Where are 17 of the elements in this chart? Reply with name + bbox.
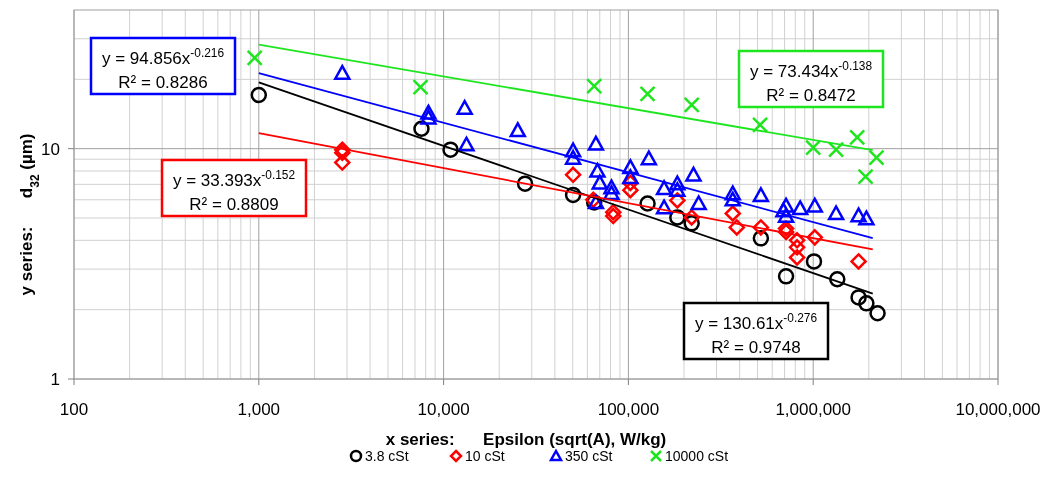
legend-label: 10 cSt: [465, 448, 505, 464]
annotation: y = 130.61x$^{-0.276}$ R² = 0.9748: [694, 311, 818, 357]
x-axis-title: x series: Epsilon (sqrt(A), W/kg): [385, 430, 667, 449]
legend-label: 3.8 cSt: [365, 448, 409, 464]
annotation: y = 94.856x$^{-0.216}$ R² = 0.8286: [101, 46, 225, 92]
annotation: y = 33.393x$^{-0.152}$ R² = 0.8809: [172, 168, 296, 214]
x-tick-label: 1,000,000: [775, 400, 852, 419]
annotation: y = 73.434x$^{-0.138}$ R² = 0.8472: [749, 59, 873, 105]
x-tick-label: 100,000: [597, 400, 660, 419]
y-tick-label: 10: [41, 139, 60, 159]
y-tick-label: 1: [50, 370, 60, 389]
x-tick-label: 10,000,000: [955, 400, 1041, 419]
x-tick-label: 10,000: [417, 400, 470, 419]
legend-label: 10000 cSt: [665, 448, 729, 464]
x-tick-label: 1,000: [237, 400, 281, 419]
legend-label: 350 cSt: [565, 448, 613, 464]
x-tick-label: 100: [59, 400, 89, 419]
